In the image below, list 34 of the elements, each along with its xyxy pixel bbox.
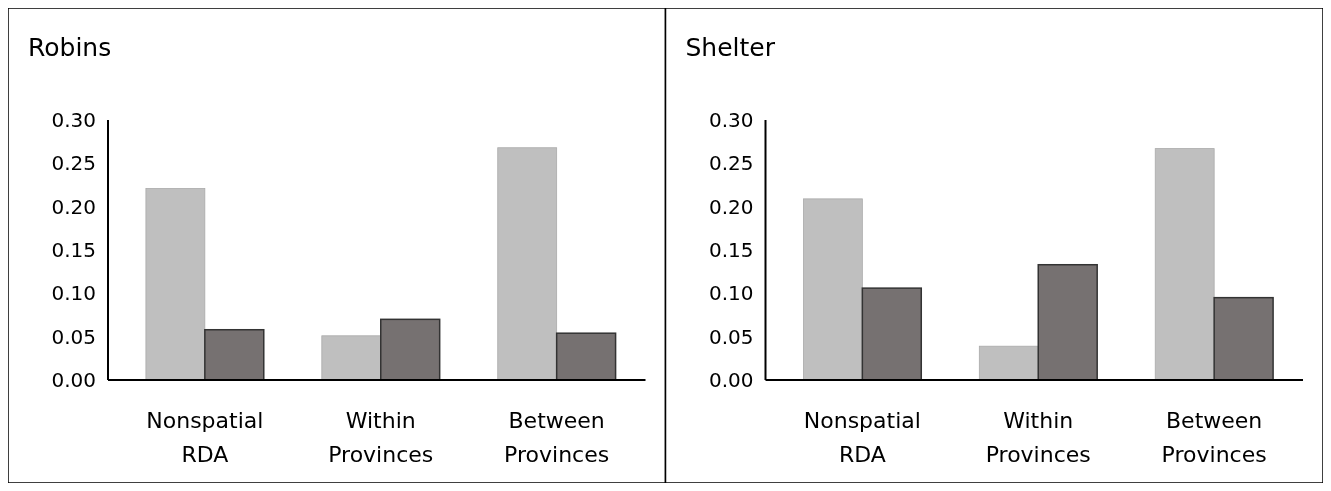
x-tick-label: Nonspatial RDA — [146, 408, 264, 467]
y-tick-label: 0.10 — [51, 281, 96, 306]
bar — [1037, 263, 1098, 381]
y-tick-label: 0.00 — [51, 368, 96, 392]
y-tick-label: 0.30 — [51, 108, 96, 132]
y-tick-label: 0.10 — [708, 281, 754, 306]
y-tick-label: 0.05 — [708, 324, 754, 349]
bar — [1154, 148, 1215, 381]
x-tick-label: Between Provinces — [504, 408, 610, 467]
x-tick-label: Within Provinces — [328, 408, 434, 467]
y-tick-label: 0.05 — [51, 324, 96, 349]
chart-title: Shelter — [685, 33, 776, 62]
y-tick-label: 0.30 — [708, 108, 754, 132]
y-tick-label: 0.00 — [708, 368, 754, 392]
y-tick-label: 0.20 — [708, 194, 754, 219]
y-tick-label: 0.20 — [51, 194, 96, 219]
x-tick-label: Nonspatial RDA — [803, 408, 921, 467]
bar — [145, 188, 206, 381]
bar — [978, 345, 1039, 381]
bar — [555, 332, 617, 381]
bar — [321, 335, 382, 381]
bar — [497, 147, 558, 381]
chart-title: Robins — [28, 33, 112, 62]
bar — [1213, 296, 1274, 381]
y-tick-label: 0.15 — [708, 238, 754, 262]
bar — [380, 318, 441, 381]
y-tick-label: 0.25 — [51, 151, 96, 176]
y-tick-label: 0.15 — [51, 238, 96, 262]
x-tick-label: Between Provinces — [1161, 408, 1267, 467]
bar — [204, 328, 265, 381]
x-tick-label: Within Provinces — [985, 408, 1091, 467]
bar — [861, 287, 923, 381]
y-tick-label: 0.25 — [708, 151, 754, 176]
bar — [803, 198, 863, 381]
